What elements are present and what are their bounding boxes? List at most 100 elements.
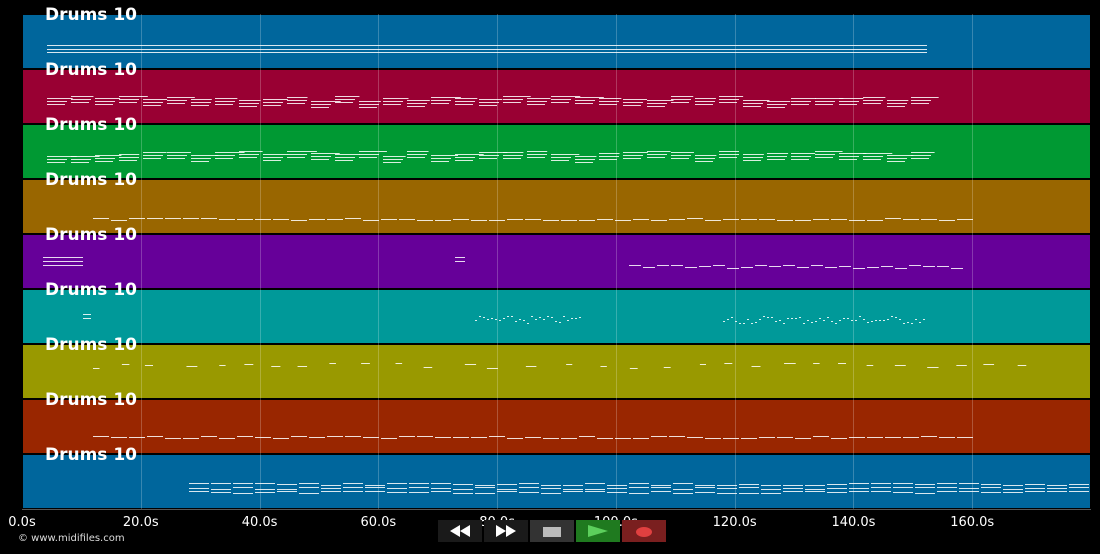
midi-note: [791, 318, 793, 319]
midi-note: [563, 485, 583, 486]
track-3[interactable]: Drums 10: [22, 115, 1091, 179]
tick-label: 0.0s: [8, 515, 36, 530]
midi-note: [487, 319, 489, 320]
note-lane: [47, 45, 927, 53]
midi-note: [287, 100, 307, 101]
midi-note: [695, 487, 715, 488]
midi-note: [767, 153, 789, 154]
midi-note: [981, 492, 1001, 493]
midi-note: [651, 487, 671, 488]
midi-note: [343, 491, 363, 492]
midi-note: [911, 155, 931, 156]
track-1[interactable]: Drums 10: [22, 5, 1091, 69]
midi-note: [575, 162, 593, 163]
midi-note: [383, 162, 401, 163]
midi-note: [839, 98, 864, 99]
midi-note: [551, 160, 569, 161]
midi-note: [387, 483, 407, 484]
midi-note: [383, 98, 409, 99]
grid-line: [140, 14, 142, 510]
midi-note: [911, 97, 939, 98]
credit-text: © www.midifiles.com: [18, 533, 125, 544]
track-2[interactable]: Drums 10: [22, 60, 1091, 124]
tick-label: 140.0s: [831, 515, 876, 530]
midi-note: [923, 266, 935, 267]
midi-note: [345, 436, 361, 437]
midi-note: [211, 489, 231, 490]
midi-note: [255, 483, 275, 484]
track-4[interactable]: Drums 10: [22, 170, 1091, 234]
midi-note: [527, 151, 548, 152]
midi-note: [507, 438, 523, 439]
track-9[interactable]: Drums 10: [22, 445, 1091, 509]
midi-note: [867, 322, 869, 323]
midi-note: [129, 437, 145, 438]
midi-note: [335, 160, 353, 161]
midi-note: [409, 483, 429, 484]
midi-note: [299, 493, 319, 494]
midi-note: [981, 484, 1001, 485]
midi-note: [671, 265, 683, 266]
midi-note: [813, 436, 829, 437]
rewind-button[interactable]: [438, 520, 482, 542]
midi-note: [335, 99, 355, 100]
midi-note: [831, 321, 833, 322]
midi-note: [575, 159, 595, 160]
fast-forward-button[interactable]: [484, 520, 528, 542]
midi-note: [215, 98, 238, 99]
midi-note: [863, 319, 865, 320]
midi-note: [867, 437, 883, 438]
track-8[interactable]: Drums 10: [22, 390, 1091, 454]
midi-note: [311, 156, 331, 157]
midi-note: [455, 261, 465, 262]
midi-note: [887, 161, 905, 162]
midi-note: [359, 151, 387, 152]
midi-note: [287, 97, 308, 98]
midi-note: [551, 99, 571, 100]
midi-note: [147, 436, 163, 437]
midi-note: [695, 492, 715, 493]
play-button[interactable]: [576, 520, 620, 542]
midi-note: [849, 488, 869, 489]
midi-note: [95, 101, 115, 102]
track-label: Drums 10: [45, 335, 138, 355]
midi-note: [885, 218, 901, 219]
midi-note: [939, 437, 955, 438]
track-6[interactable]: Drums 10: [22, 280, 1091, 344]
midi-note: [383, 104, 401, 105]
midi-note: [309, 219, 325, 220]
record-button[interactable]: [622, 520, 666, 542]
midi-note: [894, 365, 906, 366]
midi-note: [727, 268, 739, 269]
midi-note: [47, 45, 927, 46]
midi-note: [743, 157, 763, 158]
midi-note: [899, 319, 901, 320]
midi-note: [803, 323, 805, 324]
midi-note: [503, 96, 531, 97]
midi-note: [191, 102, 211, 103]
midi-note: [819, 318, 821, 319]
midi-note: [579, 317, 581, 318]
midi-note: [566, 364, 573, 365]
track-7[interactable]: Drums 10: [22, 335, 1091, 399]
midi-note: [567, 320, 569, 321]
midi-note: [147, 218, 163, 219]
track-label: Drums 10: [45, 390, 138, 410]
midi-note: [409, 492, 429, 493]
midi-note: [673, 483, 693, 484]
midi-note: [825, 267, 837, 268]
midi-note: [647, 157, 665, 158]
midi-note: [887, 319, 889, 320]
midi-note: [359, 154, 379, 155]
grid-line: [259, 14, 261, 510]
midi-note: [507, 219, 523, 220]
track-5[interactable]: Drums 10: [22, 225, 1091, 289]
midi-note: [95, 104, 113, 105]
stop-button[interactable]: [530, 520, 574, 542]
midi-note: [615, 220, 631, 221]
midi-note: [907, 322, 909, 323]
tick-label: 60.0s: [360, 515, 397, 530]
midi-note: [527, 98, 551, 99]
midi-note: [119, 160, 137, 161]
midi-note: [669, 436, 685, 437]
